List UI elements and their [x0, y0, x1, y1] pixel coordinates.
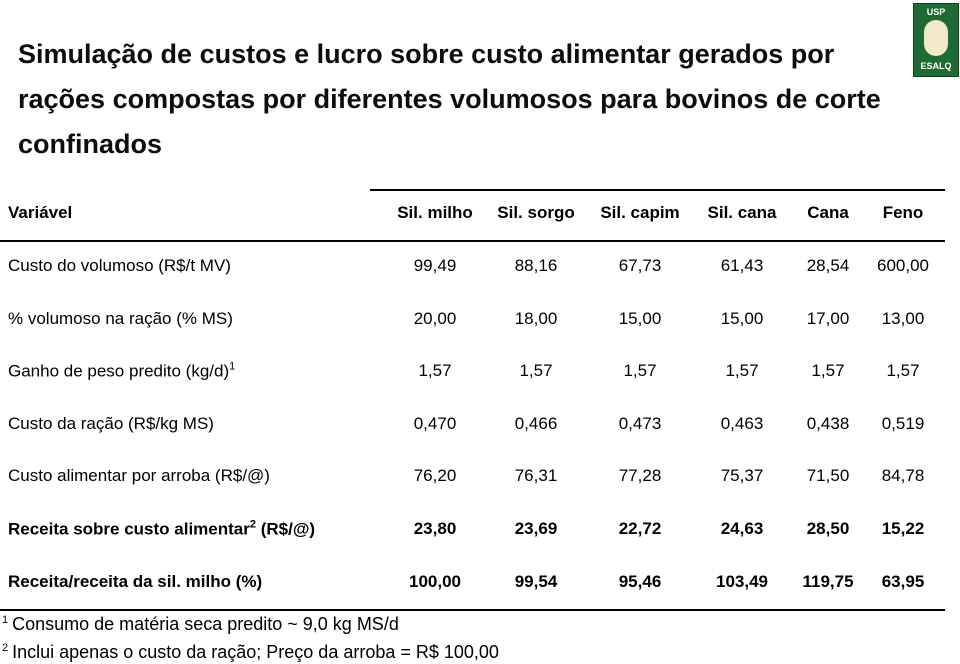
cell-value: 0,519 [881, 413, 925, 433]
header-cell: Sil. milho [397, 203, 473, 222]
cell-value: 84,78 [881, 466, 925, 486]
cell-value: 75,37 [720, 466, 764, 486]
cell-value: 76,31 [514, 466, 558, 486]
row-label: % volumoso na ração (% MS) [8, 309, 233, 329]
cell-value: 18,00 [514, 308, 558, 328]
cell-value: 13,00 [881, 308, 925, 328]
title: Simulação de custos e lucro sobre custo … [18, 39, 881, 159]
cell-value: 103,49 [716, 571, 768, 591]
cell-value: 0,466 [514, 413, 558, 433]
cell-value: 20,00 [413, 308, 457, 328]
cell-value: 0,438 [806, 413, 850, 433]
row-label: Custo da ração (R$/kg MS) [8, 414, 214, 434]
footnote-text: Consumo de matéria seca predito ~ 9,0 kg… [12, 614, 399, 634]
cell-value: 63,95 [881, 571, 925, 591]
rule [0, 609, 945, 611]
logo-top: USP [926, 7, 946, 17]
cell-value: 0,470 [413, 413, 457, 433]
cell-value: 1,57 [811, 361, 845, 381]
cell-value: 100,00 [409, 571, 461, 591]
footnote-mark: 2 [249, 518, 256, 531]
cell-value: 71,50 [806, 466, 850, 486]
footnote-mark: 2 [2, 642, 9, 654]
row-label: Custo do volumoso (R$/t MV) [8, 256, 231, 276]
cell-value: 1,57 [418, 361, 452, 381]
cell-value: 15,00 [618, 308, 662, 328]
footnote-mark: 1 [2, 614, 9, 626]
cell-value: 119,75 [802, 571, 854, 591]
cell-value: 0,473 [618, 413, 662, 433]
cell-value: 99,49 [413, 256, 457, 275]
cell-value: 1,57 [623, 361, 657, 381]
footnote-text: Inclui apenas o custo da ração; Preço da… [12, 642, 499, 662]
header-cell: Feno [882, 203, 924, 222]
cell-value: 1,57 [519, 361, 553, 381]
header-cell: Sil. capim [600, 203, 680, 222]
label-suffix: (R$/@) [256, 519, 316, 539]
cell-value: 0,463 [720, 413, 764, 433]
cell-value: 28,50 [806, 519, 850, 538]
cell-value: 15,00 [720, 308, 764, 328]
footnote: 1 Consumo de matéria seca predito ~ 9,0 k… [2, 614, 399, 635]
label-text: Custo do volumoso (R$/t MV) [8, 256, 231, 275]
row-label: Custo alimentar por arroba (R$/@) [8, 466, 270, 486]
cell-value: 76,20 [413, 466, 457, 486]
cell-value: 88,16 [514, 256, 558, 275]
footnote-mark: 1 [229, 360, 236, 373]
rule [370, 189, 945, 191]
cell-value: 77,28 [618, 466, 662, 486]
logo: USP ESALQ [913, 3, 959, 77]
rule [0, 240, 945, 242]
cell-value: 61,43 [720, 256, 764, 275]
header-cell: Variável [8, 203, 73, 222]
header-cell: Sil. cana [707, 203, 777, 222]
cell-value: 23,69 [514, 519, 558, 538]
row-label: Ganho de peso predito (kg/d)1 [8, 361, 235, 382]
label-text: Custo alimentar por arroba (R$/@) [8, 466, 270, 486]
label-text: Receita/receita da sil. milho (%) [8, 571, 263, 591]
footnote: 2 Inclui apenas o custo da ração; Preço d… [2, 642, 499, 663]
cell-value: 24,63 [720, 519, 764, 538]
cell-value: 1,57 [886, 361, 920, 381]
row-label: Receita sobre custo alimentar2 (R$/@) [8, 519, 315, 540]
label-text: % volumoso na ração (% MS) [8, 308, 233, 328]
label-text: Custo da ração (R$/kg MS) [8, 413, 214, 433]
cell-value: 17,00 [806, 308, 850, 328]
header-cell: Sil. sorgo [497, 203, 575, 222]
cell-value: 23,80 [413, 519, 457, 538]
cell-value: 95,46 [618, 571, 662, 591]
cell-value: 99,54 [514, 571, 558, 591]
cell-value: 22,72 [618, 519, 662, 538]
cell-value: 15,22 [881, 519, 925, 538]
label-text: Receita sobre custo alimentar [8, 519, 250, 539]
cell-value: 67,73 [618, 256, 662, 275]
cell-value: 600,00 [877, 256, 929, 275]
cell-value: 1,57 [725, 361, 759, 381]
logo-bottom: ESALQ [920, 61, 952, 71]
cell-value: 28,54 [806, 256, 850, 275]
row-label: Receita/receita da sil. milho (%) [8, 572, 262, 592]
label-text: Ganho de peso predito (kg/d) [8, 361, 230, 381]
header-cell: Cana [807, 203, 849, 222]
logo-emblem [924, 20, 948, 56]
